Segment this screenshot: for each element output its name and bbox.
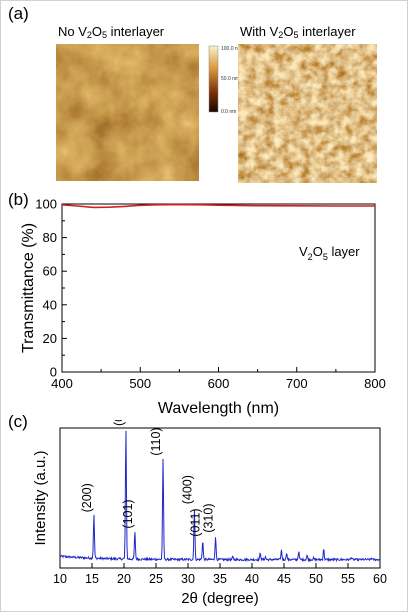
x-tick-label: 700 [286, 376, 308, 391]
x-tick-label: 400 [51, 376, 73, 391]
transmittance-chart: 400 500 600 700 800 0 20 40 60 80 100 V2O5 layer W… [20, 197, 386, 418]
plot-frame [59, 427, 381, 569]
peak-label: (011) [189, 508, 203, 536]
peak-label: (400) [180, 475, 194, 504]
y-tick-label: 60 [43, 264, 57, 279]
y-tick-label: 40 [43, 297, 57, 312]
peak-label: (001) [112, 420, 126, 426]
x-tick-label: 800 [364, 376, 386, 391]
y-axis-label: Transmittance (%) [20, 223, 37, 353]
scale-mid-label: 50.0 nm [221, 76, 239, 82]
x-tick-label: 30 [181, 572, 195, 586]
afm-right-title: With V2O5 interlayer [240, 24, 356, 40]
series-line-v2o5 [61, 203, 375, 209]
peak-label: (110) [149, 427, 163, 455]
peak-label: (101) [121, 499, 135, 528]
x-tick-label: 500 [129, 376, 151, 391]
panel-b-label: (b) [8, 190, 29, 209]
x-tick-label: 60 [373, 572, 387, 586]
y-tick-label: 20 [43, 331, 57, 346]
afm-left-title: No V2O5 interlayer [58, 24, 165, 40]
afm-image-no-interlayer [56, 44, 199, 181]
x-tick-label: 15 [85, 572, 99, 586]
y-tick-label: 100 [35, 197, 57, 212]
xrd-chart: 10 15 20 25 30 35 40 45 50 55 60 (200) (001) (101) (1… [32, 420, 387, 607]
x-tick-label: 55 [341, 572, 355, 586]
x-tick-label: 20 [117, 572, 131, 586]
scale-bottom-label: 0.0 nm [221, 109, 236, 115]
x-tick-label: 35 [213, 572, 227, 586]
x-tick-label: 25 [149, 572, 163, 586]
peak-label: (310) [202, 504, 216, 533]
y-axis-label: Intensity (a.u.) [32, 450, 49, 545]
afm-image-with-interlayer [238, 44, 377, 183]
xrd-pattern-line [59, 430, 381, 563]
plot-frame [61, 203, 376, 373]
y-tick-label: 80 [43, 230, 57, 245]
y-tick-label: 0 [50, 365, 57, 380]
series-label: V2O5 layer [299, 244, 360, 262]
x-tick-label: 10 [53, 572, 67, 586]
x-axis-label: Wavelength (nm) [158, 400, 279, 417]
x-axis-label: 2θ (degree) [181, 590, 259, 607]
x-tick-label: 50 [309, 572, 323, 586]
x-tick-label: 600 [208, 376, 230, 391]
panel-a-label: (a) [8, 4, 29, 23]
x-tick-label: 45 [277, 572, 291, 586]
afm-color-scalebar: 100.0 nm 50.0 nm 0.0 nm [208, 45, 242, 115]
x-tick-label: 40 [245, 572, 259, 586]
peak-label: (200) [80, 483, 94, 512]
panel-c-label: (c) [8, 412, 28, 431]
scale-top-label: 100.0 nm [221, 46, 242, 52]
